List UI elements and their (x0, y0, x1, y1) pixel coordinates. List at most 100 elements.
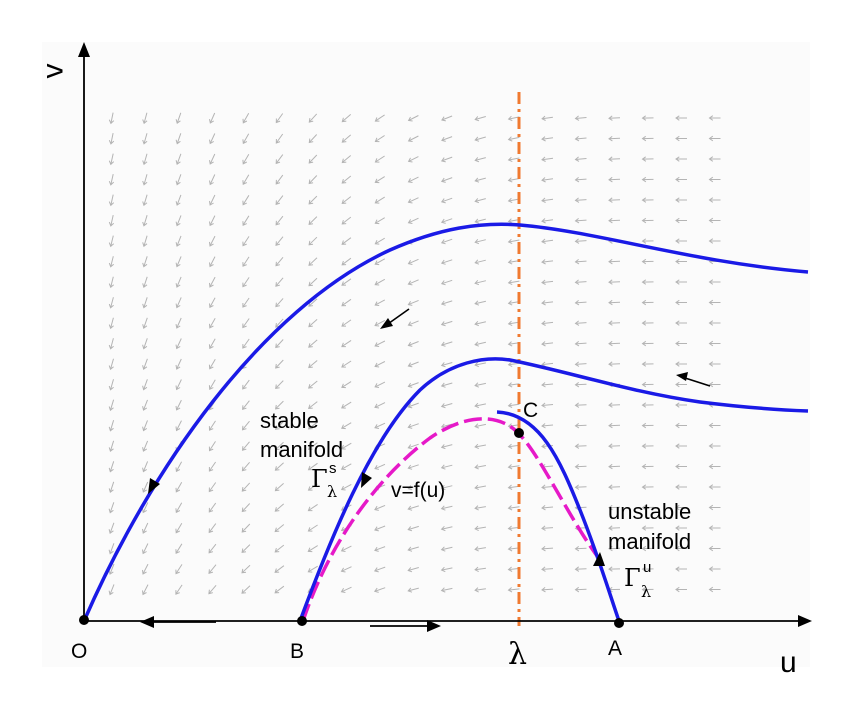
field-arrow (175, 297, 182, 309)
field-arrow (608, 299, 621, 306)
field-arrow (142, 235, 148, 248)
field-arrow (641, 361, 654, 367)
field-arrow (407, 156, 419, 163)
field-arrow (307, 442, 318, 450)
field-arrow (242, 379, 250, 390)
field-arrow (440, 587, 453, 593)
field-arrow (641, 238, 654, 244)
field-arrow (374, 196, 385, 204)
field-arrow (507, 361, 520, 368)
field-arrow (374, 114, 385, 122)
field-arrow (474, 218, 486, 224)
field-arrow (108, 522, 115, 535)
field-arrow (209, 153, 216, 165)
field-arrow (440, 341, 453, 347)
field-arrow (142, 502, 149, 514)
field-arrow (209, 297, 216, 309)
field-arrow (608, 443, 621, 449)
field-arrow (608, 136, 621, 142)
field-arrow (275, 277, 284, 287)
nullcline-curve (301, 417, 602, 622)
field-arrow (175, 317, 182, 329)
field-arrow (241, 461, 250, 472)
stable-manifold-label-line1: stable (260, 408, 319, 433)
flow-arrowhead-right (676, 372, 688, 381)
field-arrow (175, 502, 183, 514)
field-arrow (641, 402, 654, 408)
field-arrow (108, 399, 115, 412)
field-arrow (340, 463, 352, 470)
nullcline-label: v=f(u) (391, 479, 446, 502)
field-arrow (507, 505, 520, 511)
field-arrow (541, 177, 554, 183)
field-arrow (407, 217, 419, 224)
field-arrow (208, 359, 216, 370)
field-arrow (474, 546, 486, 552)
field-arrow (675, 115, 687, 121)
field-arrow (308, 257, 318, 266)
field-arrow (474, 116, 486, 122)
field-arrow (209, 215, 216, 227)
field-arrow (175, 194, 182, 206)
field-arrow (175, 584, 183, 595)
field-arrow (641, 320, 654, 326)
field-arrow (108, 235, 115, 248)
field-arrow (407, 279, 419, 286)
field-arrow (474, 341, 487, 347)
field-arrow (242, 297, 250, 308)
field-arrow (574, 197, 587, 203)
field-arrow (242, 318, 250, 329)
field-arrow (142, 379, 148, 391)
field-arrow (274, 441, 284, 451)
point-O-label: O (71, 640, 88, 663)
field-arrow (608, 115, 621, 121)
direction-field (108, 112, 721, 596)
field-arrow (675, 176, 687, 183)
field-arrow (574, 341, 587, 347)
field-arrow (608, 279, 621, 285)
field-arrow (608, 197, 621, 203)
field-arrow (574, 484, 587, 490)
field-arrow (142, 543, 149, 555)
field-arrow (175, 420, 182, 432)
field-arrow (209, 317, 216, 329)
field-arrow (675, 156, 687, 162)
field-arrow (574, 443, 587, 449)
field-arrow (474, 505, 486, 511)
field-arrow (275, 215, 284, 226)
field-arrow (675, 381, 687, 388)
stable-manifold-subscript: λ (327, 482, 338, 501)
field-arrow (675, 504, 687, 511)
field-arrow (441, 115, 453, 122)
field-arrow (175, 481, 183, 493)
field-arrow (574, 177, 587, 183)
field-arrow (608, 361, 621, 367)
unstable-manifold-label-line1: unstable (608, 499, 692, 524)
field-arrow (242, 133, 250, 145)
field-arrow (275, 359, 284, 369)
field-arrow (708, 279, 721, 285)
field-arrow (541, 115, 553, 121)
field-arrow (274, 544, 285, 553)
field-arrow (307, 462, 318, 471)
field-arrow (341, 319, 352, 327)
field-arrow (142, 297, 148, 309)
field-arrow (407, 505, 419, 511)
field-arrow (574, 259, 587, 265)
field-arrow (341, 401, 352, 409)
field-arrow (308, 339, 318, 348)
field-arrow (307, 483, 318, 491)
unstable-manifold-label-line2: manifold (608, 529, 692, 554)
field-arrow (675, 545, 687, 552)
field-arrow (307, 565, 318, 573)
field-arrow (541, 238, 554, 244)
field-arrow (374, 381, 386, 388)
field-arrow (275, 154, 284, 165)
field-arrow (108, 317, 114, 330)
field-arrow (374, 258, 386, 266)
field-arrow (641, 299, 654, 306)
field-arrow (440, 177, 453, 183)
field-arrow (440, 279, 453, 286)
